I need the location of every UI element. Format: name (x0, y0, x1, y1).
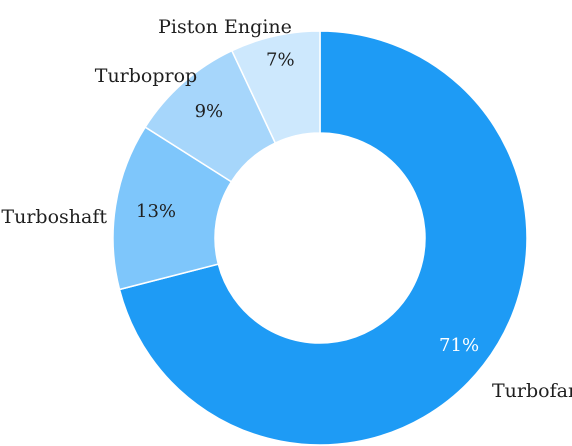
percent-labels-group: 71% 13% 9% 7% (136, 49, 479, 355)
category-label-piston-engine: Piston Engine (158, 16, 292, 38)
category-label-turbofan: Turbofan (492, 380, 572, 402)
category-label-turboprop: Turboprop (95, 65, 197, 87)
value-label-turbofan: 71% (439, 335, 479, 356)
value-label-turboprop: 9% (195, 101, 224, 122)
category-label-turboshaft: Turboshaft (1, 206, 107, 228)
category-labels-group: Turbofan Turboshaft Turboprop Piston Engine (1, 16, 572, 402)
value-label-turboshaft: 13% (136, 201, 176, 222)
slices-group (112, 30, 528, 446)
value-label-piston-engine: 7% (266, 49, 295, 70)
slice-piston-engine (230, 30, 321, 144)
slice-turbofan (118, 30, 528, 446)
